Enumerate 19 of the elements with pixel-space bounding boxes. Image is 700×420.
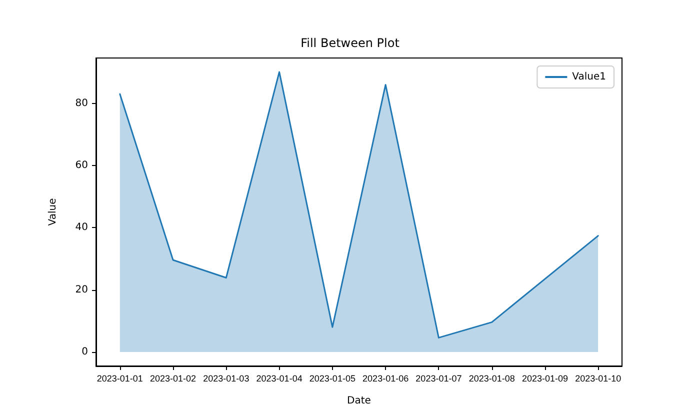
- x-tick-label: 2023-01-08: [468, 374, 515, 384]
- chart-title: Fill Between Plot: [300, 36, 400, 50]
- x-tick-label: 2023-01-06: [362, 374, 409, 384]
- y-tick-label: 20: [75, 284, 88, 296]
- x-tick-label: 2023-01-01: [96, 374, 143, 384]
- y-tick-label: 60: [75, 160, 88, 172]
- x-tick-label: 2023-01-02: [150, 374, 196, 384]
- y-tick-label: 80: [75, 98, 88, 109]
- y-tick-label: 0: [82, 346, 88, 358]
- x-tick-label: 2023-01-03: [203, 374, 250, 384]
- x-tick-label: 2023-01-05: [309, 374, 356, 384]
- x-tick-label: 2023-01-07: [416, 374, 462, 384]
- legend-label: Value1: [572, 72, 606, 82]
- x-tick-label: 2023-01-10: [575, 374, 622, 384]
- y-tick-label: 40: [75, 222, 88, 234]
- x-tick-label: 2023-01-04: [256, 374, 302, 384]
- x-tick-label: 2023-01-09: [522, 374, 568, 384]
- y-axis-title: Value: [48, 198, 58, 226]
- x-axis-title: Date: [347, 396, 371, 406]
